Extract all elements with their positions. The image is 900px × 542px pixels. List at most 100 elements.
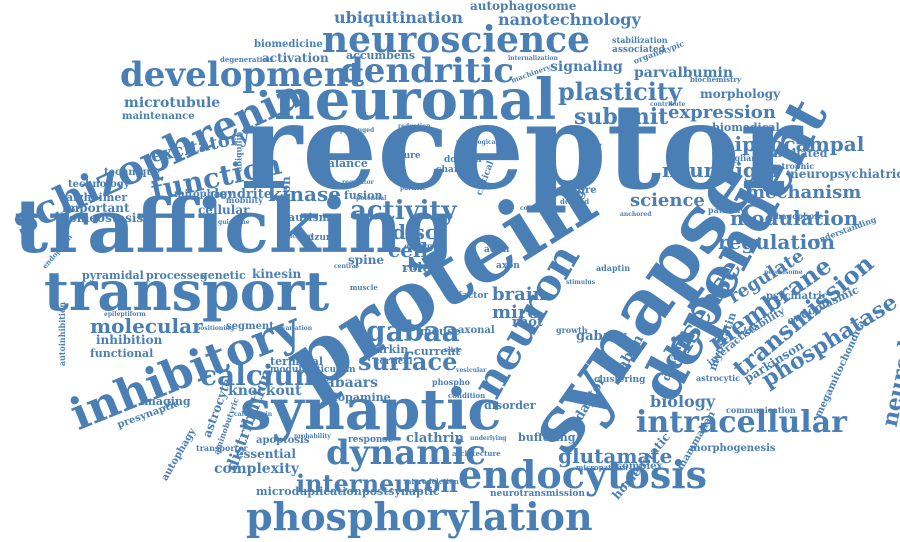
word: response xyxy=(348,435,394,445)
word: amyotrophic xyxy=(758,161,815,171)
word: transport xyxy=(44,259,330,323)
word: associated xyxy=(612,45,665,55)
word: potential xyxy=(356,195,387,202)
word: change xyxy=(436,165,473,175)
word: nanotechnology xyxy=(498,10,641,29)
word: cortical xyxy=(374,357,413,367)
word: autophagy xyxy=(159,426,199,483)
word: molecular xyxy=(90,314,203,338)
word: pathway xyxy=(708,205,746,215)
word: functional xyxy=(90,347,154,360)
word: morphology xyxy=(700,87,781,101)
word: biochemistry xyxy=(690,75,742,84)
word: mouse xyxy=(420,325,461,338)
word: complexity xyxy=(214,461,299,477)
word: probability xyxy=(294,433,331,440)
word: growth xyxy=(556,325,588,335)
word: autism xyxy=(288,211,331,224)
word: morphogenesis xyxy=(690,443,776,454)
word: biomedicine xyxy=(254,39,323,50)
word: development xyxy=(120,55,365,95)
word: disorder xyxy=(484,399,536,412)
word: architecture xyxy=(452,449,501,458)
word: calcium xyxy=(200,359,324,392)
word: spine xyxy=(348,253,385,267)
word: gabaar xyxy=(576,329,627,344)
word: parvalbumin xyxy=(634,65,734,81)
word: mobility xyxy=(226,195,263,205)
word: domain xyxy=(444,155,482,165)
word: culture xyxy=(384,151,421,161)
word: expression xyxy=(668,102,776,123)
word: gabaars xyxy=(316,375,379,391)
word: microduplication xyxy=(256,485,362,498)
word: role xyxy=(402,261,431,276)
word: neuroscience xyxy=(322,19,590,61)
word: condition xyxy=(448,391,486,400)
word: important xyxy=(62,201,130,215)
word: pathological xyxy=(456,139,498,146)
word: gabaa xyxy=(366,315,460,348)
word: diffusion xyxy=(278,176,293,236)
word: modulate xyxy=(270,365,318,375)
word: positioning xyxy=(196,325,235,332)
word: dendritic xyxy=(340,51,515,91)
word: kinase xyxy=(268,182,341,206)
word: deficiency xyxy=(280,233,314,240)
word: buffering xyxy=(518,431,576,444)
word: prolonged xyxy=(340,127,375,134)
word: ubiquitination xyxy=(334,8,464,27)
word: trafficking xyxy=(14,184,454,270)
word: slice xyxy=(444,345,462,354)
word: axon xyxy=(496,261,520,271)
word: technique xyxy=(104,167,161,178)
word: reduction xyxy=(398,123,431,130)
word: technology xyxy=(68,179,130,190)
word: autophagosome xyxy=(470,0,577,13)
word: actin xyxy=(484,245,510,255)
word: mediated xyxy=(770,147,828,160)
word: internalization xyxy=(508,55,558,62)
word: factor xyxy=(458,291,489,301)
word: stimulus xyxy=(566,279,596,286)
word: peroxisome xyxy=(764,269,803,276)
word: endocytosis xyxy=(458,452,708,497)
word: adaptin xyxy=(596,263,631,273)
word: cellular xyxy=(198,203,250,217)
word: kinesin xyxy=(252,267,302,281)
word: regulator xyxy=(342,179,374,186)
word: neurotransmission xyxy=(490,489,585,499)
word: fusion xyxy=(344,189,383,202)
word: glutamate xyxy=(558,444,673,468)
word: regulation xyxy=(718,230,836,254)
word: cell xyxy=(388,238,429,262)
word: balance xyxy=(320,157,368,170)
word: microtubule xyxy=(124,95,221,111)
word: mature xyxy=(556,185,597,196)
word: clathrin xyxy=(406,431,464,446)
word: contribute xyxy=(650,101,686,108)
word: reticulum xyxy=(306,365,356,375)
word: pyramidal xyxy=(82,269,144,282)
word: phospho xyxy=(432,377,470,387)
word: subunit xyxy=(574,104,669,130)
word: clustering xyxy=(594,375,646,385)
word: postsynaptic xyxy=(362,485,440,498)
word: energy xyxy=(404,241,435,251)
word: epileptiform xyxy=(104,311,146,318)
word: biomedical xyxy=(712,121,780,134)
word: particle xyxy=(400,185,427,192)
word: genetic xyxy=(200,269,246,282)
word: communication xyxy=(726,405,796,415)
word: calcineurin xyxy=(234,411,273,418)
word: homeostasis xyxy=(60,211,144,225)
word: imaging xyxy=(140,395,191,408)
word: seizure xyxy=(300,233,337,243)
word: intracellular xyxy=(636,405,847,440)
word: stabilization xyxy=(612,35,668,45)
word: rhot xyxy=(512,315,543,330)
word: parkin xyxy=(368,343,409,356)
word: surface xyxy=(358,347,458,376)
word: astrocytic xyxy=(696,373,741,383)
